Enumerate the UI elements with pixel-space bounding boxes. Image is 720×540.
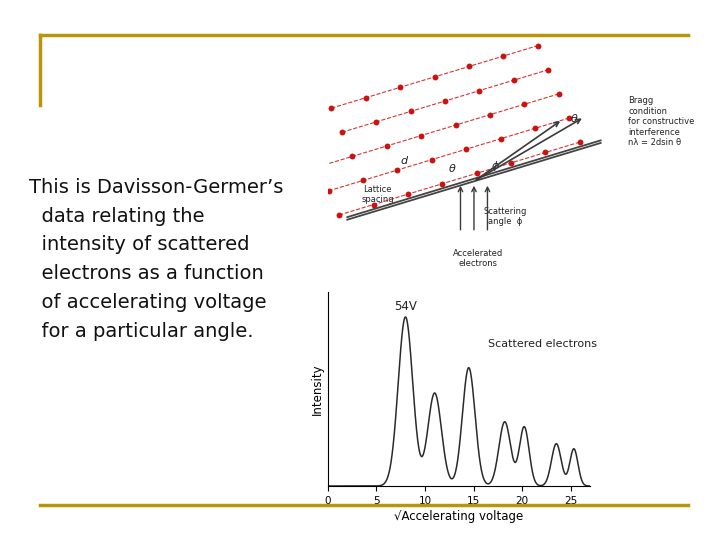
Point [312, 163, 324, 171]
Point [529, 124, 541, 133]
Point [415, 131, 427, 140]
Point [336, 128, 348, 137]
Point [347, 152, 359, 161]
Point [429, 72, 441, 81]
Text: $\theta$: $\theta$ [449, 161, 457, 174]
Point [323, 186, 334, 195]
Point [450, 121, 462, 130]
Point [495, 134, 506, 143]
Point [439, 97, 451, 105]
Point [564, 113, 575, 122]
Point [368, 200, 379, 209]
Point [333, 211, 345, 219]
Point [426, 156, 438, 164]
Point [405, 107, 416, 116]
Point [474, 86, 485, 95]
Text: Bragg
condition
for constructive
interference
nλ = 2dsin θ: Bragg condition for constructive interfe… [628, 96, 694, 147]
Y-axis label: Intensity: Intensity [310, 363, 323, 415]
Point [402, 190, 414, 199]
Point [540, 148, 552, 157]
Point [574, 138, 585, 146]
Point [395, 83, 406, 92]
X-axis label: √Accelerating voltage: √Accelerating voltage [395, 510, 523, 523]
Point [498, 52, 509, 60]
Point [371, 118, 382, 126]
Point [325, 104, 337, 112]
Text: Accelerated
electrons: Accelerated electrons [453, 248, 503, 268]
Point [542, 65, 554, 74]
Point [505, 159, 517, 167]
Text: This is Davisson-Germer’s
  data relating the
  intensity of scattered
  electro: This is Davisson-Germer’s data relating … [29, 178, 283, 341]
Point [508, 76, 520, 84]
Point [392, 166, 403, 174]
Point [471, 169, 482, 178]
Text: Scattering
angle  ϕ: Scattering angle ϕ [483, 207, 526, 226]
Point [485, 110, 496, 119]
Point [553, 90, 564, 98]
Text: Scattered electrons: Scattered electrons [488, 339, 597, 349]
Point [532, 42, 544, 50]
Text: $\phi$: $\phi$ [490, 159, 500, 173]
Point [518, 100, 530, 109]
Point [357, 176, 369, 185]
Text: 54V: 54V [394, 300, 417, 313]
Point [463, 62, 474, 71]
Text: $\theta$: $\theta$ [570, 112, 578, 124]
Point [360, 93, 372, 102]
Point [381, 141, 392, 150]
Text: Lattice
spacing: Lattice spacing [361, 185, 394, 204]
Point [436, 179, 448, 188]
Point [460, 145, 472, 153]
Text: $d$: $d$ [400, 154, 409, 166]
